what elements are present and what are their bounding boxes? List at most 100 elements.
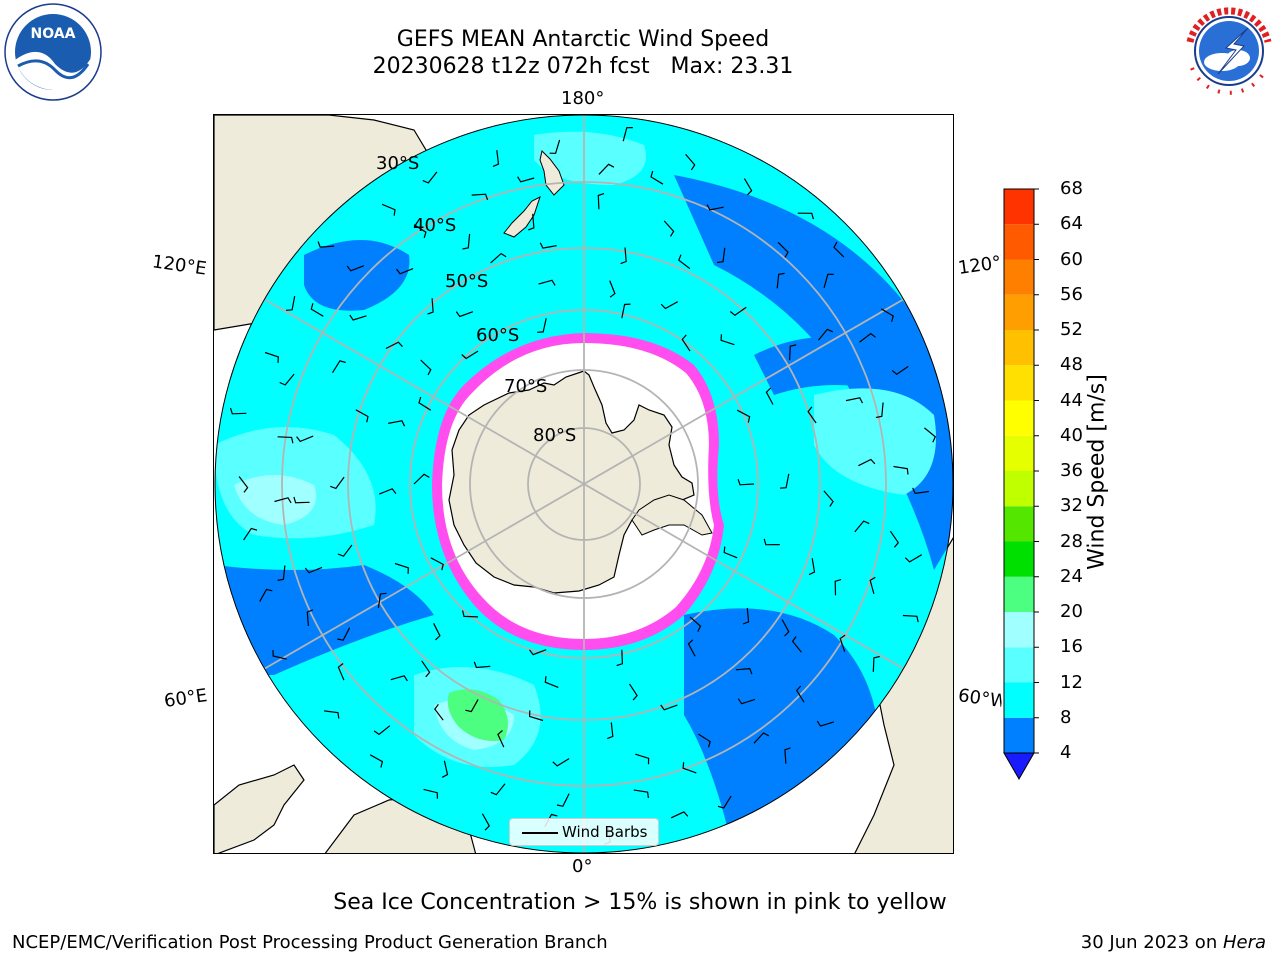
wind-barb — [681, 334, 691, 352]
wind-barb — [777, 241, 789, 258]
wind-barb — [346, 265, 365, 272]
wind-barb — [229, 407, 247, 415]
wind-barb — [277, 565, 286, 581]
colorbar-segment — [1004, 435, 1034, 471]
map-panel: 30°S 40°S 50°S 60°S 70°S 80°S — [213, 114, 954, 854]
lon-label-180: 180° — [561, 88, 605, 109]
wind-barb — [430, 557, 444, 571]
wind-barb — [272, 649, 287, 660]
wind-barb — [912, 487, 929, 495]
wind-barb — [528, 710, 544, 722]
wind-barb — [369, 754, 384, 768]
wind-barb — [660, 704, 678, 711]
footer-credit: NCEP/EMC/Verification Post Processing Pr… — [12, 932, 608, 953]
wind-barb — [377, 592, 387, 608]
wind-barb — [552, 758, 570, 767]
colorbar-tick-label: 8 — [1060, 706, 1072, 728]
wind-barb — [462, 610, 479, 618]
colorbar-segment — [1004, 576, 1034, 612]
noaa-logo-text: NOAA — [31, 26, 76, 42]
wind-barb — [823, 490, 834, 507]
footer-date: 30 Jun 2023 on Hera — [1081, 932, 1266, 953]
wind-barb — [381, 203, 396, 216]
wind-barb — [735, 667, 753, 675]
colorbar-tick-label: 40 — [1060, 424, 1083, 446]
colorbar-extend-arrow — [1003, 752, 1035, 781]
wind-barb — [628, 683, 638, 701]
wind-barb — [717, 795, 732, 809]
wind-barb — [717, 247, 726, 264]
wind-barb — [378, 488, 397, 495]
colorbar-tick-label: 68 — [1060, 178, 1083, 199]
wind-barb — [492, 150, 500, 167]
colorbar-tick-label: 36 — [1060, 460, 1083, 481]
wind-barb — [597, 193, 605, 210]
wind-pale-6 — [534, 131, 646, 185]
land-antarctica — [448, 370, 695, 594]
wind-barb — [418, 396, 432, 411]
wind-barb — [737, 479, 755, 486]
colorbar-segment — [1004, 365, 1034, 401]
wind-barb — [420, 359, 432, 376]
wind-barb — [243, 527, 258, 541]
colorbar-segment — [1004, 612, 1034, 648]
wind-barb — [807, 406, 817, 424]
wind-barb — [385, 341, 403, 350]
wind-barb — [753, 732, 770, 744]
wind-barb — [698, 733, 711, 748]
wind-barb — [685, 153, 696, 171]
chart-title: GEFS MEAN Antarctic Wind Speed — [396, 27, 770, 52]
wind-barb — [556, 793, 570, 807]
wind-barb — [238, 476, 249, 493]
lat-label-50s: 50°S — [445, 271, 488, 292]
wind-barb — [337, 627, 351, 641]
wind-barb — [797, 212, 814, 220]
wind-barb — [875, 402, 884, 419]
wind-barb — [736, 409, 751, 423]
wind-barb — [616, 649, 624, 667]
wind-barb — [264, 351, 279, 363]
wind-barb — [660, 301, 678, 310]
wind-barb — [791, 636, 802, 653]
wind-barb — [869, 576, 876, 595]
wind-barb — [296, 435, 314, 443]
wind-barb — [441, 760, 449, 778]
wind-barb — [306, 609, 314, 626]
wind-strong-band-west — [215, 565, 434, 675]
wind-barb — [544, 676, 559, 688]
wind-barb — [517, 176, 535, 183]
colorbar-segment — [1004, 471, 1034, 507]
wind-barb — [682, 762, 697, 774]
wind-barb — [324, 710, 340, 719]
wind-barb — [462, 233, 471, 250]
wind-barb — [395, 268, 414, 275]
wind-barb — [490, 252, 507, 264]
wind-barb — [337, 663, 345, 681]
wind-barb — [433, 623, 441, 641]
colorbar-tick-label: 60 — [1060, 248, 1083, 270]
wind-barb — [781, 619, 790, 637]
wind-barb — [473, 661, 491, 669]
wind-barb — [274, 497, 292, 504]
lon-label-60e: 60°E — [162, 685, 209, 712]
colorbar-segment — [1004, 294, 1034, 330]
wind-barb — [902, 614, 919, 623]
wind-barb — [729, 306, 747, 317]
wind-barb — [891, 365, 909, 376]
polar-map: 30°S 40°S 50°S 60°S 70°S 80°S — [214, 115, 953, 853]
wind-barb — [355, 409, 369, 423]
wind-barb — [293, 496, 310, 504]
colorbar-segment — [1004, 259, 1034, 295]
lat-label-60s: 60°S — [476, 325, 519, 346]
colorbar — [1003, 188, 1039, 781]
colorbar-segment — [1004, 717, 1034, 753]
land-antarctic-peninsula — [631, 494, 713, 536]
chart-subtitle: 20230628 t12z 072h fcst Max: 23.31 — [372, 54, 794, 79]
wind-barb — [497, 730, 505, 748]
wind-barb — [839, 634, 846, 652]
wind-barb — [620, 247, 627, 265]
wind-barb — [310, 303, 324, 317]
colorbar-segment — [1004, 506, 1034, 542]
wind-barb — [621, 303, 631, 319]
wind-barb — [413, 224, 427, 239]
